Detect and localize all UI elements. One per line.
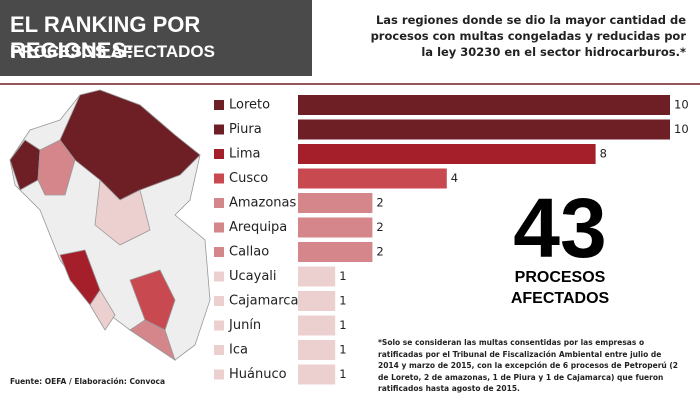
map-cusco [129, 269, 176, 331]
bar [298, 193, 373, 213]
category-label: Ucayali [229, 269, 277, 284]
category-label: Huánuco [229, 367, 287, 382]
source: Fuente: OEFA / Elaboración: Convoca [10, 377, 166, 386]
value-label: 10 [674, 98, 689, 112]
value-label: 1 [339, 318, 346, 332]
category-label: Junín [228, 318, 261, 333]
bar [298, 291, 336, 311]
value-label: 1 [339, 367, 346, 381]
value-label: 1 [339, 269, 346, 283]
value-label: 8 [600, 147, 607, 161]
title: PROCESOS AFECTADOS [10, 42, 215, 61]
bar [298, 315, 336, 336]
category-label: Cusco [229, 171, 268, 186]
total-label: PROCESOS [515, 269, 606, 286]
legend-swatch [214, 173, 224, 184]
bar [298, 144, 596, 164]
category-label: Cajamarca [229, 294, 298, 309]
bar [298, 242, 373, 262]
category-label: Lima [229, 147, 260, 162]
value-label: 2 [376, 245, 383, 259]
legend-swatch [214, 320, 224, 331]
category-label: Ica [229, 343, 248, 358]
bar [298, 364, 336, 385]
legend-swatch [214, 247, 224, 257]
subtitle: Las regiones donde se dio la mayor canti… [370, 13, 686, 59]
map [9, 89, 211, 361]
legend-swatch [214, 100, 224, 110]
value-label: 2 [376, 220, 383, 234]
value-label: 10 [674, 122, 689, 136]
legend-swatch [214, 222, 224, 233]
footnote: *Solo se consideran las multas consentid… [378, 338, 679, 393]
bar [298, 266, 336, 287]
map-ica [89, 289, 116, 331]
category-label: Callao [229, 245, 269, 260]
legend-swatch [214, 149, 224, 159]
category-label: Arequipa [229, 220, 287, 235]
legend-swatch [214, 198, 224, 208]
legend-swatch [214, 345, 224, 355]
map-arequipa [129, 319, 176, 361]
legend-swatch [214, 296, 224, 306]
value-label: 2 [376, 196, 383, 210]
title: EL RANKING POR REGIONES: [10, 12, 201, 63]
category-label: Loreto [229, 98, 270, 113]
bar [298, 95, 670, 115]
legend-swatch [214, 124, 224, 135]
map-amazonas [37, 139, 76, 196]
value-label: 4 [451, 171, 458, 185]
bar [298, 340, 336, 360]
header: EL RANKING POR REGIONES: PROCESOS AFECTA… [0, 0, 312, 76]
bar [298, 119, 670, 140]
legend-swatch [214, 271, 224, 282]
total: 43 [513, 181, 606, 275]
bar [298, 168, 447, 189]
legend-swatch [214, 369, 224, 380]
total-label: AFECTADOS [511, 290, 610, 307]
value-label: 1 [339, 343, 346, 357]
map-ucayali [94, 179, 151, 246]
value-label: 1 [339, 294, 346, 308]
category-label: Amazonas [229, 196, 297, 211]
category-label: Piura [229, 122, 262, 137]
bar [298, 217, 373, 238]
